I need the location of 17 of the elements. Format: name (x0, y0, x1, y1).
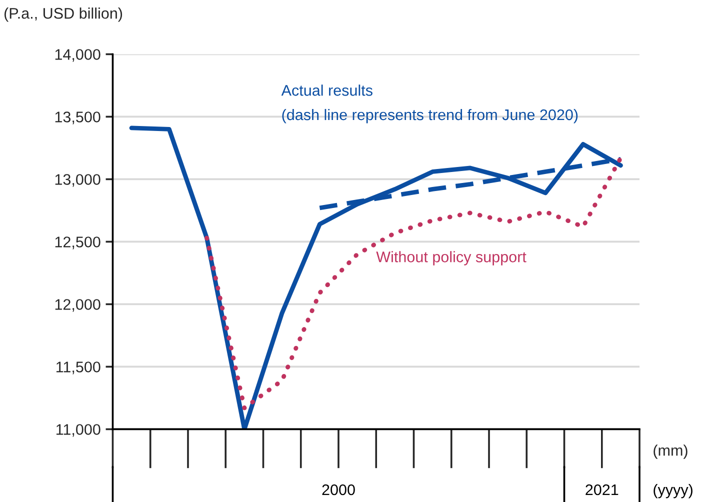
y-tick-label: 12,500 (55, 236, 100, 250)
y-tick-label: 11,000 (56, 424, 100, 437)
y-tick-label: 11,500 (56, 362, 100, 374)
y-axis-title: (P.a., USD billion) (4, 8, 122, 22)
text: Actual results (281, 84, 372, 96)
y-tick-label: 13,000 (55, 174, 100, 187)
y-tick-label: 13,500 (55, 112, 100, 124)
y-tick-label: 14,000 (55, 49, 100, 62)
text: (yyyy) (654, 484, 692, 498)
line-series (129, 126, 623, 430)
text: 2000 (322, 484, 355, 496)
line-series (204, 156, 623, 410)
series-label: Without policy support (376, 251, 526, 266)
x-axis-title: (mm) (654, 444, 688, 459)
y-tick-label: 12,000 (55, 299, 100, 312)
text: 2021 (586, 484, 618, 496)
annotation: (dash line represents trend from June 2020) (282, 108, 578, 124)
